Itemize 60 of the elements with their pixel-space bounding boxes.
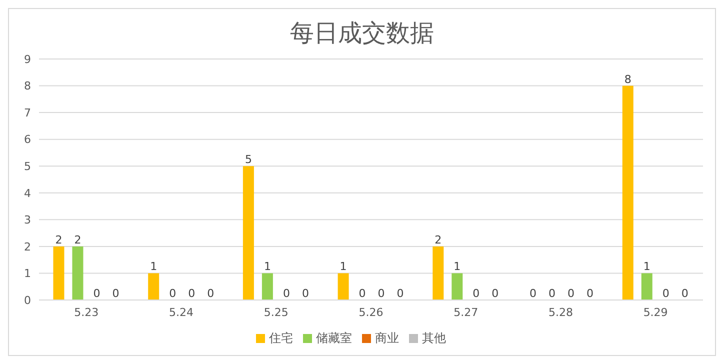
x-tick-label: 5.28 bbox=[548, 306, 573, 319]
data-label: 0 bbox=[169, 287, 176, 300]
bar bbox=[432, 246, 444, 300]
data-label: 0 bbox=[530, 287, 537, 300]
bar bbox=[242, 166, 254, 300]
data-label: 5 bbox=[244, 153, 252, 166]
data-label: 0 bbox=[586, 287, 594, 300]
x-tick-label: 5.25 bbox=[264, 306, 288, 319]
y-tick-label: 1 bbox=[24, 267, 31, 280]
data-label: 1 bbox=[264, 260, 271, 274]
data-label: 0 bbox=[93, 287, 100, 300]
y-tick-label: 0 bbox=[24, 294, 31, 307]
legend-label: 其他 bbox=[422, 331, 446, 345]
bar bbox=[452, 273, 463, 300]
data-label: 0 bbox=[282, 287, 290, 300]
data-label: 0 bbox=[568, 287, 575, 300]
data-label: 0 bbox=[188, 287, 196, 300]
legend-label: 商业 bbox=[375, 331, 399, 345]
bar bbox=[148, 273, 160, 300]
bar bbox=[641, 273, 652, 300]
chart-title: 每日成交数据 bbox=[289, 18, 435, 49]
data-label: 0 bbox=[207, 287, 214, 300]
y-tick-label: 4 bbox=[24, 186, 31, 200]
data-label: 0 bbox=[681, 287, 688, 300]
x-tick-label: 5.26 bbox=[358, 306, 384, 319]
data-label: 1 bbox=[454, 260, 461, 274]
y-tick-label: 8 bbox=[24, 80, 31, 93]
data-label: 2 bbox=[434, 233, 442, 246]
data-label: 0 bbox=[472, 287, 480, 300]
data-label: 2 bbox=[55, 233, 62, 246]
legend-label: 住宅 bbox=[269, 331, 293, 345]
x-tick-label: 5.27 bbox=[454, 306, 478, 319]
y-tick-label: 2 bbox=[24, 240, 31, 254]
x-tick-label: 5.24 bbox=[169, 306, 194, 319]
data-label: 1 bbox=[340, 260, 347, 274]
data-label: 0 bbox=[548, 287, 556, 300]
y-tick-label: 9 bbox=[24, 52, 31, 66]
data-label: 2 bbox=[74, 233, 82, 246]
data-label: 0 bbox=[358, 287, 366, 300]
bar bbox=[338, 273, 349, 300]
x-tick-label: 5.29 bbox=[643, 306, 668, 319]
data-label: 0 bbox=[112, 287, 120, 300]
data-label: 0 bbox=[492, 287, 499, 300]
y-tick-label: 5 bbox=[24, 160, 31, 174]
bar bbox=[72, 246, 84, 300]
x-tick-label: 5.23 bbox=[74, 306, 99, 319]
y-tick-label: 6 bbox=[24, 133, 31, 146]
data-label: 0 bbox=[662, 287, 670, 300]
data-label: 1 bbox=[643, 260, 650, 274]
bar bbox=[622, 86, 634, 300]
bar bbox=[53, 246, 64, 300]
data-label: 1 bbox=[150, 260, 158, 274]
data-label: 0 bbox=[302, 287, 309, 300]
data-label: 0 bbox=[396, 287, 404, 300]
bar bbox=[262, 273, 273, 300]
data-label: 8 bbox=[624, 72, 632, 86]
y-tick-label: 3 bbox=[24, 214, 31, 227]
y-tick-label: 7 bbox=[24, 106, 31, 120]
legend-label: 储藏室 bbox=[316, 331, 352, 345]
data-label: 0 bbox=[378, 287, 385, 300]
